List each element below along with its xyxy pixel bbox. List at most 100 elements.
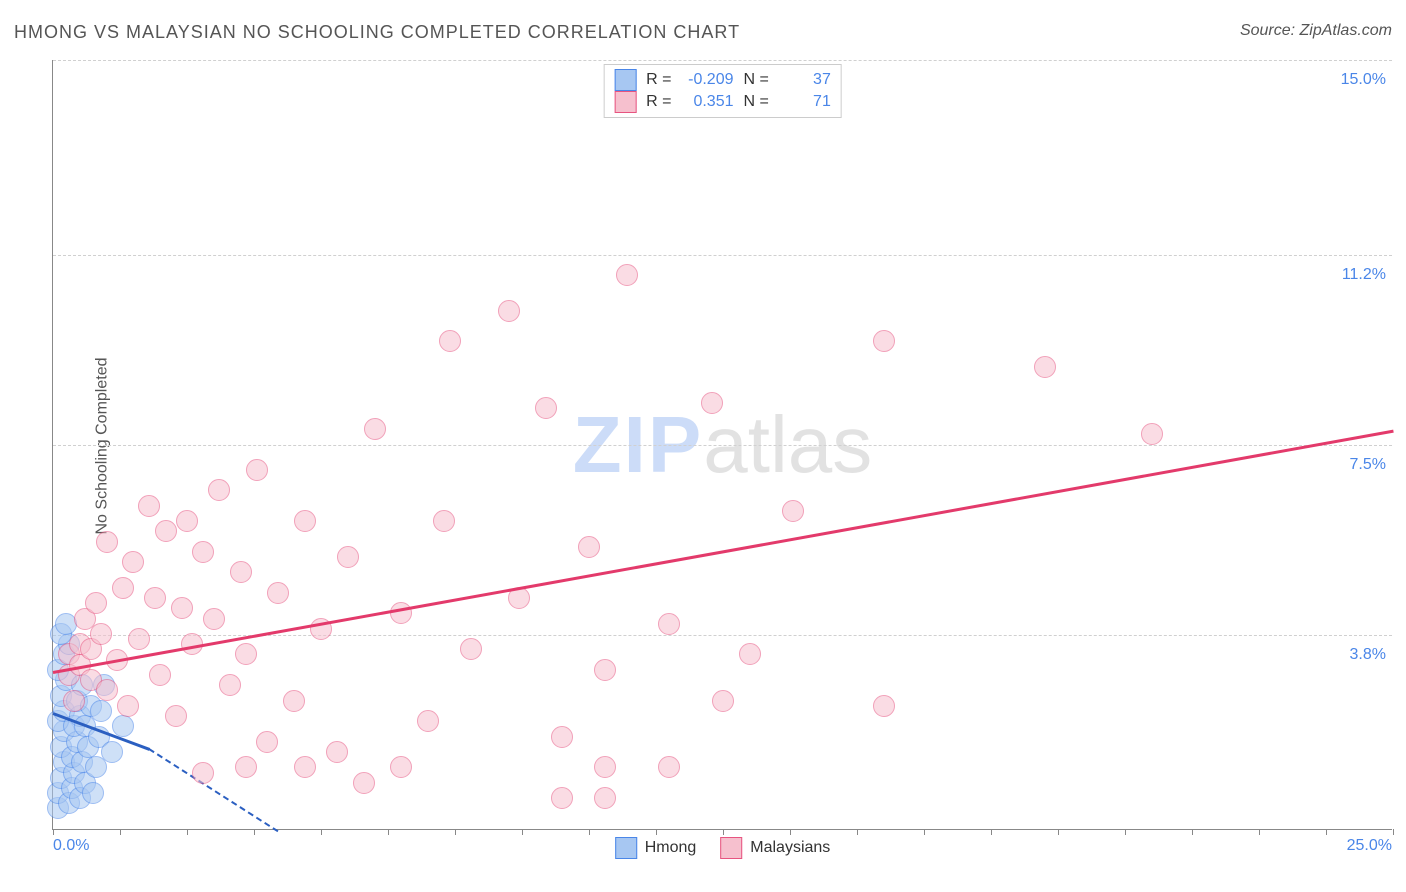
chart-title: HMONG VS MALAYSIAN NO SCHOOLING COMPLETE… (14, 22, 740, 43)
x-tick (321, 829, 322, 835)
correlation-legend: R =-0.209N =37R =0.351N =71 (603, 64, 842, 118)
data-point (203, 608, 225, 630)
data-point (149, 664, 171, 686)
data-point (594, 659, 616, 681)
data-point (594, 787, 616, 809)
data-point (658, 756, 680, 778)
x-tick (857, 829, 858, 835)
x-tick (53, 829, 54, 835)
data-point (658, 613, 680, 635)
data-point (701, 392, 723, 414)
data-point (535, 397, 557, 419)
legend-item: Hmong (615, 837, 697, 859)
data-point (128, 628, 150, 650)
data-point (235, 643, 257, 665)
gridline (53, 255, 1392, 256)
data-point (460, 638, 482, 660)
x-tick (187, 829, 188, 835)
data-point (85, 592, 107, 614)
x-tick (1393, 829, 1394, 835)
x-tick (455, 829, 456, 835)
x-tick (522, 829, 523, 835)
data-point (90, 700, 112, 722)
data-point (192, 762, 214, 784)
legend-item: Malaysians (720, 837, 830, 859)
data-point (1034, 356, 1056, 378)
legend-swatch (720, 837, 742, 859)
data-point (439, 330, 461, 352)
data-point (256, 731, 278, 753)
data-point (616, 264, 638, 286)
gridline (53, 445, 1392, 446)
data-point (101, 741, 123, 763)
x-tick (924, 829, 925, 835)
data-point (1141, 423, 1163, 445)
series-legend: Hmong Malaysians (615, 837, 831, 859)
legend-swatch (614, 91, 636, 113)
x-tick (991, 829, 992, 835)
x-tick (1125, 829, 1126, 835)
data-point (144, 587, 166, 609)
data-point (364, 418, 386, 440)
data-point (112, 577, 134, 599)
data-point (176, 510, 198, 532)
x-tick (254, 829, 255, 835)
data-point (192, 541, 214, 563)
data-point (219, 674, 241, 696)
x-origin-label: 0.0% (53, 837, 89, 855)
y-tick-label: 7.5% (1350, 456, 1386, 474)
legend-swatch (615, 837, 637, 859)
data-point (353, 772, 375, 794)
legend-row: R =-0.209N =37 (614, 69, 831, 91)
data-point (63, 690, 85, 712)
data-point (739, 643, 761, 665)
data-point (578, 536, 600, 558)
x-tick (723, 829, 724, 835)
data-point (96, 679, 118, 701)
y-tick-label: 3.8% (1350, 646, 1386, 664)
data-point (551, 787, 573, 809)
data-point (498, 300, 520, 322)
data-point (117, 695, 139, 717)
data-point (390, 756, 412, 778)
data-point (551, 726, 573, 748)
data-point (165, 705, 187, 727)
data-point (246, 459, 268, 481)
scatter-plot: ZIPatlas R =-0.209N =37R =0.351N =71 Hmo… (52, 60, 1392, 830)
x-tick (120, 829, 121, 835)
x-tick (1259, 829, 1260, 835)
legend-row: R =0.351N =71 (614, 91, 831, 113)
data-point (122, 551, 144, 573)
data-point (267, 582, 289, 604)
data-point (96, 531, 118, 553)
x-tick (1326, 829, 1327, 835)
data-point (712, 690, 734, 712)
gridline (53, 60, 1392, 61)
data-point (433, 510, 455, 532)
x-tick (656, 829, 657, 835)
data-point (208, 479, 230, 501)
data-point (873, 695, 895, 717)
data-point (155, 520, 177, 542)
x-tick (1192, 829, 1193, 835)
legend-label: Malaysians (750, 839, 830, 857)
y-tick-label: 15.0% (1341, 71, 1386, 89)
data-point (138, 495, 160, 517)
data-point (337, 546, 359, 568)
data-point (171, 597, 193, 619)
legend-swatch (614, 69, 636, 91)
data-point (326, 741, 348, 763)
x-max-label: 25.0% (1347, 837, 1392, 855)
data-point (230, 561, 252, 583)
data-point (594, 756, 616, 778)
data-point (235, 756, 257, 778)
legend-label: Hmong (645, 839, 697, 857)
data-point (283, 690, 305, 712)
data-point (417, 710, 439, 732)
x-tick (388, 829, 389, 835)
x-tick (1058, 829, 1059, 835)
data-point (782, 500, 804, 522)
x-tick (790, 829, 791, 835)
data-point (294, 510, 316, 532)
data-point (294, 756, 316, 778)
